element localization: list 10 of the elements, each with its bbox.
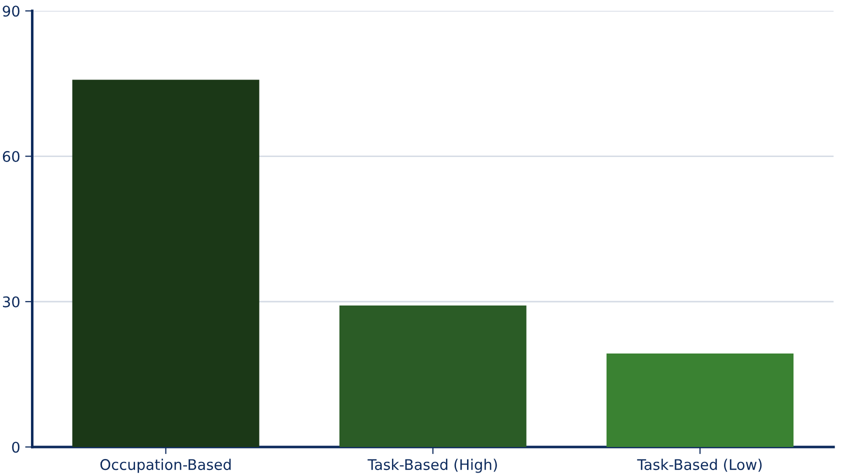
bar — [339, 306, 526, 447]
y-tick-label: 0 — [12, 442, 20, 453]
x-tick-label: Occupation-Based — [100, 458, 231, 473]
bar — [606, 353, 794, 447]
y-tick-label: 60 — [2, 150, 20, 162]
y-tick-label: 90 — [2, 6, 20, 17]
x-tick-label: Task-Based (High) — [368, 458, 497, 473]
y-tick-label: 30 — [2, 296, 20, 308]
x-tick-label: Task-Based (Low) — [637, 458, 762, 472]
bar — [72, 80, 260, 447]
